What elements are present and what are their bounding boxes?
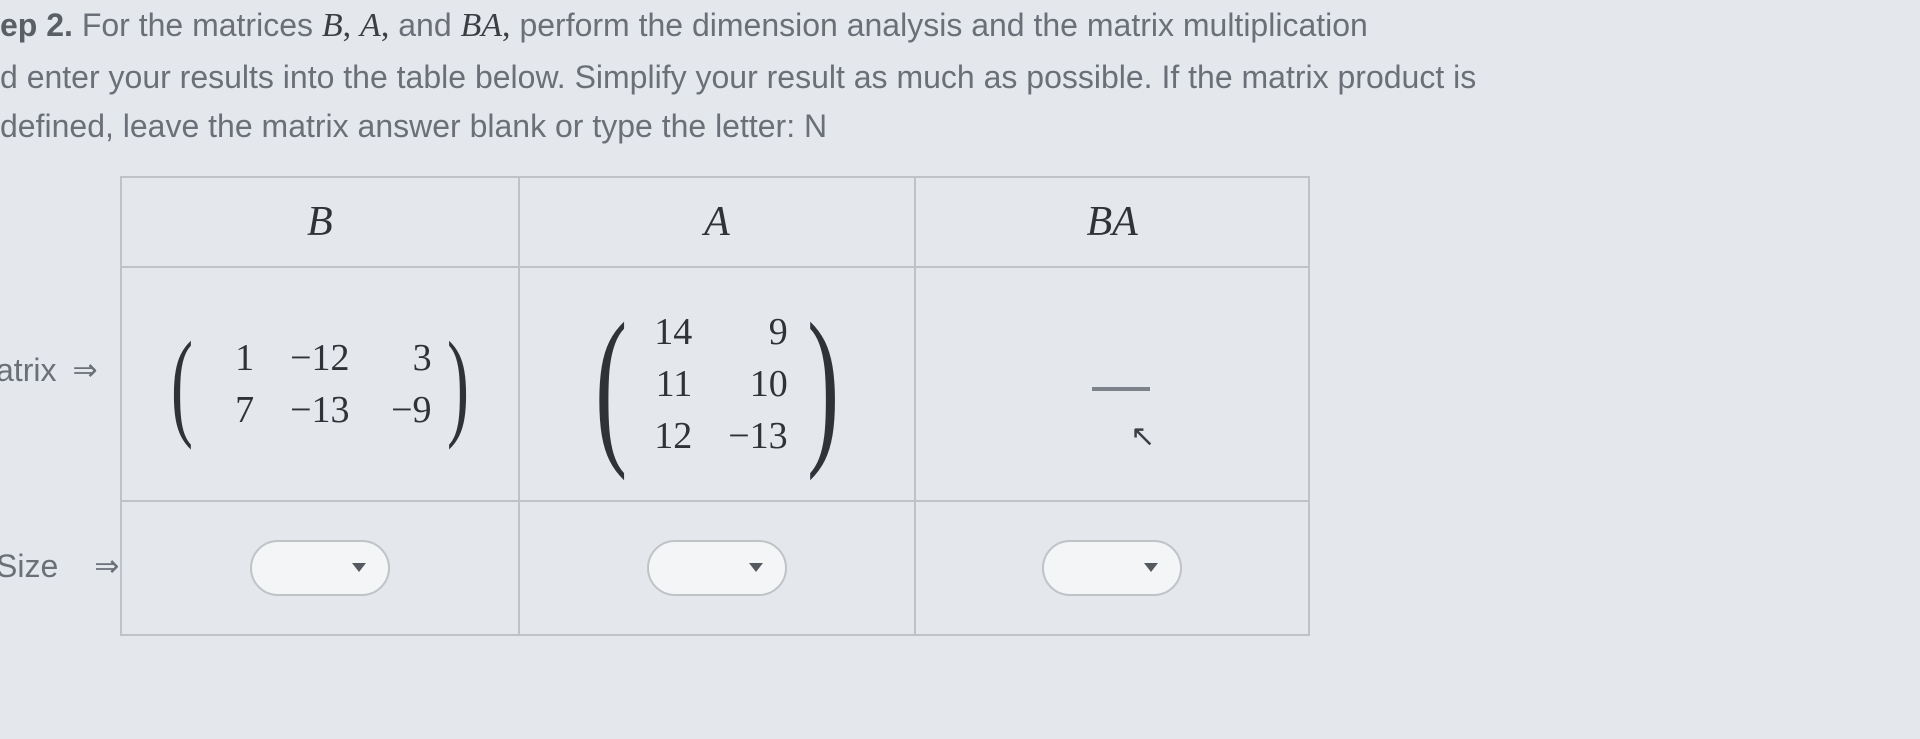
chevron-down-icon <box>352 563 366 572</box>
chevron-down-icon <box>749 563 763 572</box>
math-A: A <box>360 7 381 44</box>
math-B: B <box>322 7 343 44</box>
table-row <box>121 501 1309 635</box>
cursor-icon: ↖ <box>1130 419 1155 454</box>
row-label-size: Size ⇒ <box>0 548 119 585</box>
cell-size-B <box>121 501 519 635</box>
matrix-B: ( 1 −12 3 7 −13 −9 ) <box>162 336 477 432</box>
matrix-B-body: 1 −12 3 7 −13 −9 <box>202 336 437 432</box>
problem-instruction: ep 2. For the matrices B, A, and BA, per… <box>0 0 1890 170</box>
arrow-icon: ⇒ <box>72 353 97 388</box>
matrix-A: ( 14 9 11 10 12 −13 ) <box>582 310 852 458</box>
step-label: ep 2. <box>0 7 73 43</box>
arrow-icon: ⇒ <box>94 549 119 584</box>
answer-placeholder[interactable] <box>1092 387 1150 391</box>
table-header-row: B A BA <box>121 177 1309 267</box>
header-A: A <box>519 177 916 267</box>
cell-matrix-BA[interactable]: ↖ <box>915 267 1309 501</box>
math-BA: BA <box>461 7 503 44</box>
cell-matrix-A: ( 14 9 11 10 12 −13 ) <box>519 267 916 501</box>
matrix-table: B A BA ( 1 −12 3 7 −13 −9 <box>120 176 1310 636</box>
cell-matrix-B: ( 1 −12 3 7 −13 −9 ) <box>121 267 519 501</box>
right-paren-icon: ) <box>447 342 469 426</box>
size-select-B[interactable] <box>250 540 390 596</box>
left-paren-icon: ( <box>171 342 193 426</box>
right-paren-icon: ) <box>807 323 839 446</box>
left-paren-icon: ( <box>595 323 627 446</box>
table-row: ( 1 −12 3 7 −13 −9 ) ( <box>121 267 1309 501</box>
header-BA: BA <box>915 177 1309 267</box>
matrix-A-body: 14 9 11 10 12 −13 <box>640 310 793 458</box>
size-select-A[interactable] <box>647 540 787 596</box>
header-B: B <box>121 177 519 267</box>
cell-size-A <box>519 501 916 635</box>
chevron-down-icon <box>1144 563 1158 572</box>
cell-size-BA <box>915 501 1309 635</box>
row-label-matrix: atrix ⇒ <box>0 352 98 389</box>
size-select-BA[interactable] <box>1042 540 1182 596</box>
